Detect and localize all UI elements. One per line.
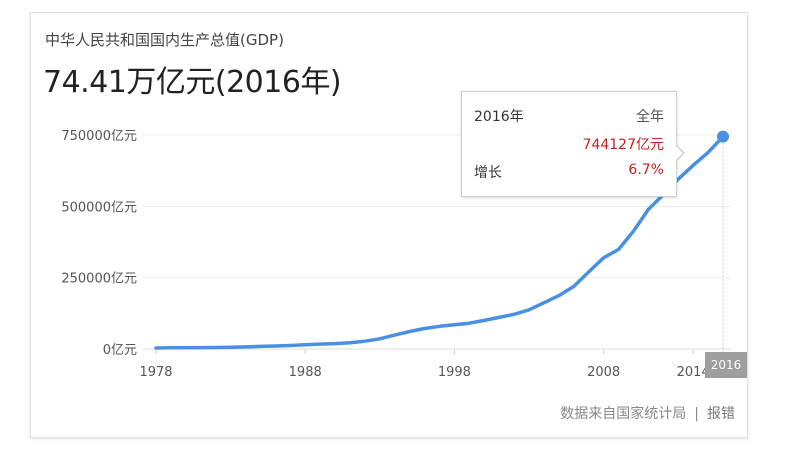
x-tick-label: 1988 bbox=[289, 365, 322, 380]
footer-separator: | bbox=[694, 406, 699, 422]
highlight-point[interactable] bbox=[717, 130, 729, 143]
data-tooltip: 2016年 全年 744127亿元 增长 6.7% bbox=[461, 91, 685, 197]
x-tick-label: 2014 bbox=[677, 365, 710, 380]
tooltip-year: 2016年 bbox=[474, 109, 524, 125]
tooltip-arrow bbox=[675, 144, 685, 162]
y-tick-label: 750000亿元 bbox=[61, 129, 137, 144]
tooltip-period: 全年 bbox=[636, 109, 664, 125]
tooltip-value-row: 744127亿元 bbox=[474, 134, 664, 154]
headline-value: 74.41万亿元(2016年) bbox=[43, 65, 342, 100]
tooltip-value: 744127亿元 bbox=[582, 137, 664, 153]
footer: 数据来自国家统计局 | 报错 bbox=[560, 403, 735, 423]
highlight-year-badge: 2016 bbox=[705, 352, 747, 378]
data-source: 数据来自国家统计局 bbox=[560, 406, 687, 422]
y-tick-label: 500000亿元 bbox=[61, 200, 137, 215]
gdp-series-line bbox=[154, 134, 725, 350]
gdp-line-chart[interactable]: 0亿元 250000亿元 500000亿元 750000亿元 1978 1988 1998… bbox=[31, 13, 747, 437]
y-tick-label: 250000亿元 bbox=[61, 272, 137, 287]
tooltip-growth-value: 6.7% bbox=[628, 162, 664, 178]
y-axis: 0亿元 250000亿元 500000亿元 750000亿元 bbox=[61, 129, 137, 358]
x-tick-label: 1978 bbox=[139, 365, 172, 380]
x-tick-label: 1998 bbox=[438, 365, 471, 380]
tooltip-growth-label: 增长 bbox=[474, 165, 502, 181]
gdp-card: 中华人民共和国国内生产总值(GDP) 74.41万亿元(2016年) 0亿元 25… bbox=[30, 12, 748, 438]
tooltip-header-row: 2016年 全年 bbox=[474, 106, 664, 126]
x-axis: 1978 1988 1998 2008 2014 bbox=[139, 349, 710, 380]
tooltip-growth-row: 增长 6.7% bbox=[474, 162, 664, 182]
y-tick-label: 0亿元 bbox=[103, 343, 137, 358]
chart-title: 中华人民共和国国内生产总值(GDP) bbox=[45, 31, 284, 49]
report-error-link[interactable]: 报错 bbox=[707, 406, 735, 422]
x-tick-label: 2008 bbox=[587, 365, 620, 380]
